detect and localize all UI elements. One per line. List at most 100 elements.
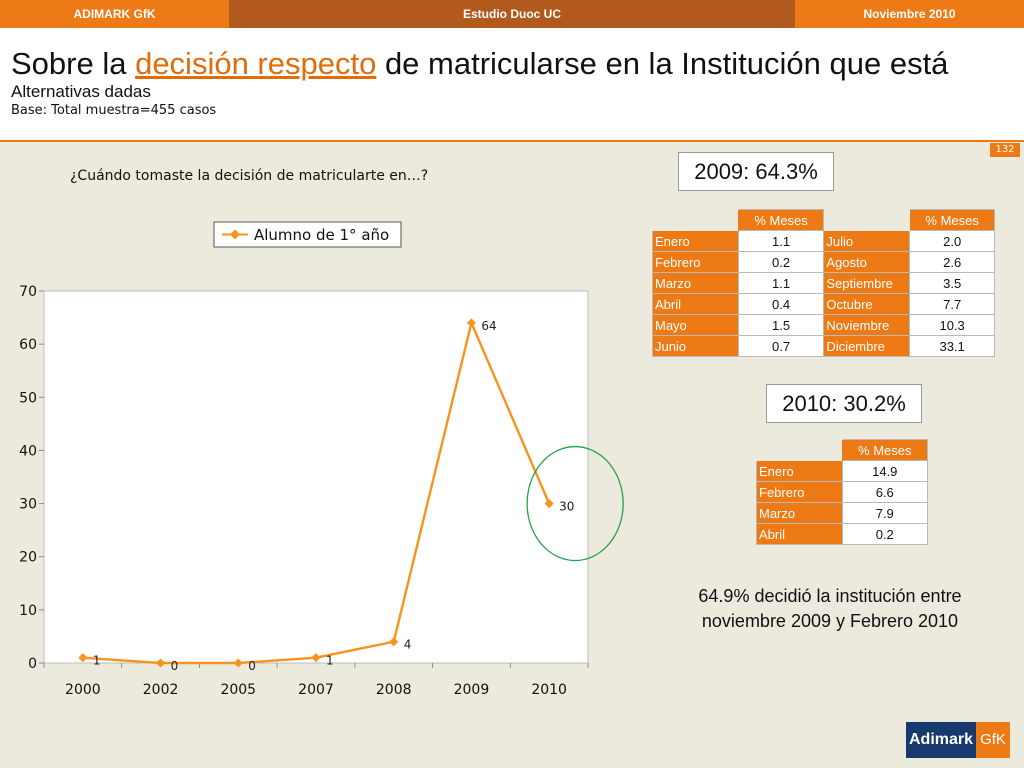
x-tick-label: 2010 xyxy=(531,682,567,698)
header-blank xyxy=(757,440,843,461)
col-header: % Meses xyxy=(841,439,929,461)
table-header-row: % Meses xyxy=(757,439,929,461)
data-point xyxy=(311,653,321,663)
value-cell: 33.1 xyxy=(909,335,995,357)
col-header: % Meses xyxy=(909,209,995,231)
month-cell: Enero xyxy=(756,460,843,482)
value-cell: 1.1 xyxy=(737,272,825,294)
value-cell: 0.2 xyxy=(841,523,929,545)
y-tick-label: 0 xyxy=(28,656,37,672)
chart-question: ¿Cuándo tomaste la decisión de matricula… xyxy=(70,168,429,184)
legend-label: Alumno de 1° año xyxy=(254,226,389,244)
table-row: Febrero 6.6 xyxy=(756,481,929,503)
logo-gfk: GfK xyxy=(976,722,1010,758)
value-cell: 1.5 xyxy=(737,314,825,336)
col-header: % Meses xyxy=(737,209,825,231)
x-tick-label: 2007 xyxy=(298,682,334,698)
value-cell: 7.9 xyxy=(841,502,929,524)
topbar-right: Noviembre 2010 xyxy=(795,0,1024,28)
x-axis: 2000 2002 2005 2007 2008 2009 2010 xyxy=(43,663,589,698)
slide-title: Sobre la decisión respecto de matricular… xyxy=(11,46,948,82)
x-tick-label: 2009 xyxy=(454,682,490,698)
top-bar: ADIMARK GfK Estudio Duoc UC Noviembre 20… xyxy=(0,0,1024,28)
y-axis: 0 10 20 30 40 50 60 70 xyxy=(19,284,44,672)
value-cell: 3.5 xyxy=(909,272,995,294)
y-tick-label: 30 xyxy=(19,497,37,513)
data-label: 0 xyxy=(171,659,179,673)
value-cell: 1.1 xyxy=(737,230,825,252)
data-label: 1 xyxy=(93,654,101,668)
data-label: 0 xyxy=(248,659,256,673)
month-cell: Febrero xyxy=(652,251,739,273)
topbar-center: Estudio Duoc UC xyxy=(463,7,561,21)
value-cell: 14.9 xyxy=(841,460,929,482)
month-cell: Mayo xyxy=(652,314,739,336)
y-tick-label: 40 xyxy=(19,443,37,459)
value-cell: 10.3 xyxy=(909,314,995,336)
x-tick-label: 2008 xyxy=(376,682,412,698)
value-cell: 2.0 xyxy=(909,230,995,252)
table-row: Mayo 1.5 Noviembre 10.3 xyxy=(652,314,995,336)
page-number: 132 xyxy=(990,143,1020,157)
header-blank xyxy=(653,210,739,231)
y-tick-label: 50 xyxy=(19,390,37,406)
summary-note: 64.9% decidió la institución entre novie… xyxy=(698,586,962,631)
month-cell: Diciembre xyxy=(823,335,911,357)
topbar-left: ADIMARK GfK xyxy=(0,0,229,28)
month-cell: Noviembre xyxy=(823,314,911,336)
month-cell: Marzo xyxy=(756,502,843,524)
value-cell: 0.4 xyxy=(737,293,825,315)
table-row: Enero 14.9 xyxy=(756,460,929,482)
table-row: Febrero 0.2 Agosto 2.6 xyxy=(652,251,995,273)
value-cell: 0.7 xyxy=(737,335,825,357)
data-point xyxy=(233,658,243,668)
value-cell: 0.2 xyxy=(737,251,825,273)
month-cell: Septiembre xyxy=(823,272,911,294)
month-cell: Octubre xyxy=(823,293,911,315)
month-cell: Julio xyxy=(823,230,911,252)
table-row: Marzo 1.1 Septiembre 3.5 xyxy=(652,272,995,294)
data-label: 64 xyxy=(481,319,496,333)
data-label: 1 xyxy=(326,654,334,668)
chart-legend: Alumno de 1° año xyxy=(213,221,402,248)
logo-adimark: Adimark xyxy=(906,722,976,758)
y-tick-label: 60 xyxy=(19,337,37,353)
month-cell: Marzo xyxy=(652,272,739,294)
title-highlight: decisión respecto xyxy=(135,46,377,81)
slide-subtitle: Alternativas dadas xyxy=(11,82,151,101)
plot-area xyxy=(43,290,589,664)
table-row: Enero 1.1 Julio 2.0 xyxy=(652,230,995,252)
value-cell: 2.6 xyxy=(909,251,995,273)
value-cell: 6.6 xyxy=(841,481,929,503)
year-2010-box: 2010: 30.2% xyxy=(766,384,922,423)
title-post: de matricularse en la Institución que es… xyxy=(376,46,949,81)
table-header-row: % Meses % Meses xyxy=(653,209,995,231)
month-cell: Abril xyxy=(756,523,843,545)
highlight-circle xyxy=(526,445,624,562)
data-label: 30 xyxy=(559,500,574,514)
y-tick-label: 70 xyxy=(19,284,37,300)
x-tick-label: 2002 xyxy=(143,682,179,698)
table-row: Junio 0.7 Diciembre 33.1 xyxy=(652,335,995,357)
sample-base: Base: Total muestra=455 casos xyxy=(11,103,217,118)
months-2010-table: % Meses Enero 14.9 Febrero 6.6 Marzo 7.9 Abril… xyxy=(756,439,929,545)
y-tick-label: 10 xyxy=(19,603,37,619)
month-cell: Enero xyxy=(652,230,739,252)
header-blank xyxy=(824,210,910,231)
title-pre: Sobre la xyxy=(11,46,136,81)
table-row: Abril 0.2 xyxy=(756,523,929,545)
slide-header: Sobre la decisión respecto de matricular… xyxy=(0,28,1024,142)
legend-marker xyxy=(230,229,240,240)
adimark-logo: Adimark GfK xyxy=(906,722,1010,758)
x-tick-label: 2005 xyxy=(220,682,256,698)
months-2009-table: % Meses % Meses Enero 1.1 Julio 2.0 Febrero 0… xyxy=(652,209,995,357)
value-cell: 7.7 xyxy=(909,293,995,315)
month-cell: Febrero xyxy=(756,481,843,503)
month-cell: Agosto xyxy=(823,251,911,273)
table-row: Abril 0.4 Octubre 7.7 xyxy=(652,293,995,315)
data-point xyxy=(389,637,399,647)
year-2009-box: 2009: 64.3% xyxy=(678,152,834,191)
y-tick-label: 20 xyxy=(19,550,37,566)
month-cell: Junio xyxy=(652,335,739,357)
data-label: 4 xyxy=(404,638,412,652)
